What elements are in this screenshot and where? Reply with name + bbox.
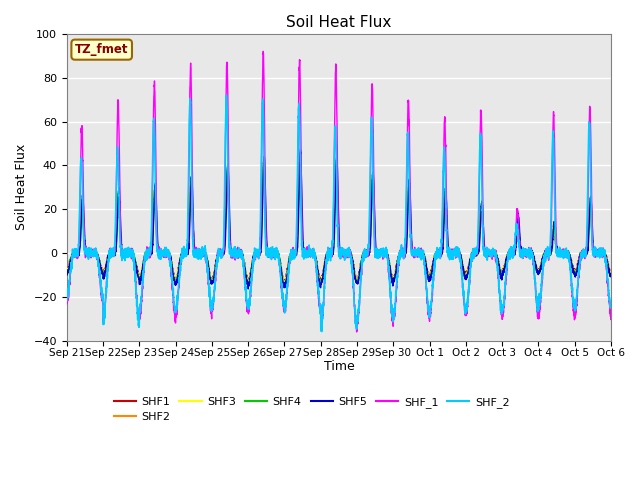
SHF1 (296, 162, 303, 168)
SHF4 (319, 273, 326, 279)
SHF2 (161, 251, 168, 256)
SHF2 (492, 252, 500, 258)
SHF4 (281, 285, 289, 290)
SHF4 (607, 273, 615, 279)
SHF2 (461, 274, 468, 280)
SHF_1 (461, 312, 468, 318)
Line: SHF_1: SHF_1 (67, 51, 611, 332)
SHF3 (607, 274, 614, 279)
SHF_2 (607, 302, 614, 308)
SHF3 (319, 273, 326, 278)
Text: TZ_fmet: TZ_fmet (75, 43, 129, 56)
SHF_1 (353, 329, 360, 335)
SHF1 (607, 268, 615, 274)
SHF2 (319, 272, 326, 278)
Line: SHF1: SHF1 (67, 165, 611, 284)
SHF_1 (161, 254, 168, 260)
Title: Soil Heat Flux: Soil Heat Flux (286, 15, 392, 30)
SHF_2 (223, 92, 230, 98)
Legend: SHF1, SHF2, SHF3, SHF4, SHF5, SHF_1, SHF_2: SHF1, SHF2, SHF3, SHF4, SHF5, SHF_1, SHF… (109, 392, 514, 427)
Line: SHF3: SHF3 (67, 158, 611, 286)
X-axis label: Time: Time (323, 360, 355, 373)
SHF2 (431, 254, 438, 260)
SHF4 (607, 273, 614, 278)
SHF_1 (63, 297, 70, 303)
SHF3 (492, 250, 500, 256)
Line: SHF5: SHF5 (67, 149, 611, 289)
SHF4 (492, 252, 500, 258)
SHF1 (317, 281, 324, 287)
SHF2 (296, 158, 303, 164)
SHF5 (244, 286, 252, 292)
SHF5 (492, 250, 500, 255)
SHF5 (161, 248, 168, 254)
SHF3 (161, 250, 168, 256)
SHF_2 (431, 256, 438, 262)
SHF3 (296, 156, 304, 161)
Line: SHF4: SHF4 (67, 155, 611, 288)
SHF5 (461, 274, 468, 280)
SHF2 (607, 274, 614, 279)
SHF1 (461, 268, 468, 274)
SHF_2 (492, 252, 500, 257)
SHF2 (607, 268, 615, 274)
SHF_2 (161, 250, 168, 255)
Line: SHF2: SHF2 (67, 161, 611, 284)
SHF4 (461, 271, 468, 277)
SHF_1 (607, 310, 615, 315)
SHF1 (492, 251, 500, 256)
SHF4 (161, 250, 168, 255)
SHF_1 (259, 48, 267, 54)
SHF3 (461, 272, 468, 278)
SHF4 (296, 152, 304, 157)
SHF3 (607, 274, 615, 279)
SHF2 (280, 281, 288, 287)
SHF_1 (607, 313, 614, 319)
SHF3 (63, 269, 70, 275)
SHF5 (431, 255, 438, 261)
SHF1 (607, 268, 614, 274)
Y-axis label: Soil Heat Flux: Soil Heat Flux (15, 144, 28, 230)
SHF_2 (607, 303, 615, 309)
SHF5 (296, 146, 304, 152)
SHF4 (63, 269, 70, 275)
SHF_1 (431, 258, 438, 264)
Line: SHF_2: SHF_2 (67, 95, 611, 332)
SHF3 (431, 254, 438, 260)
SHF4 (431, 253, 438, 259)
SHF3 (281, 283, 289, 289)
SHF5 (607, 274, 615, 280)
SHF1 (431, 252, 438, 258)
SHF2 (63, 267, 70, 273)
SHF1 (161, 250, 168, 255)
SHF1 (319, 271, 326, 276)
SHF1 (63, 268, 70, 274)
SHF_1 (319, 314, 326, 320)
SHF_2 (319, 309, 326, 315)
SHF5 (319, 276, 326, 282)
SHF_2 (63, 298, 70, 303)
SHF_1 (492, 248, 500, 253)
SHF_2 (318, 329, 326, 335)
SHF_2 (461, 306, 468, 312)
SHF5 (63, 271, 70, 277)
SHF5 (607, 272, 614, 277)
